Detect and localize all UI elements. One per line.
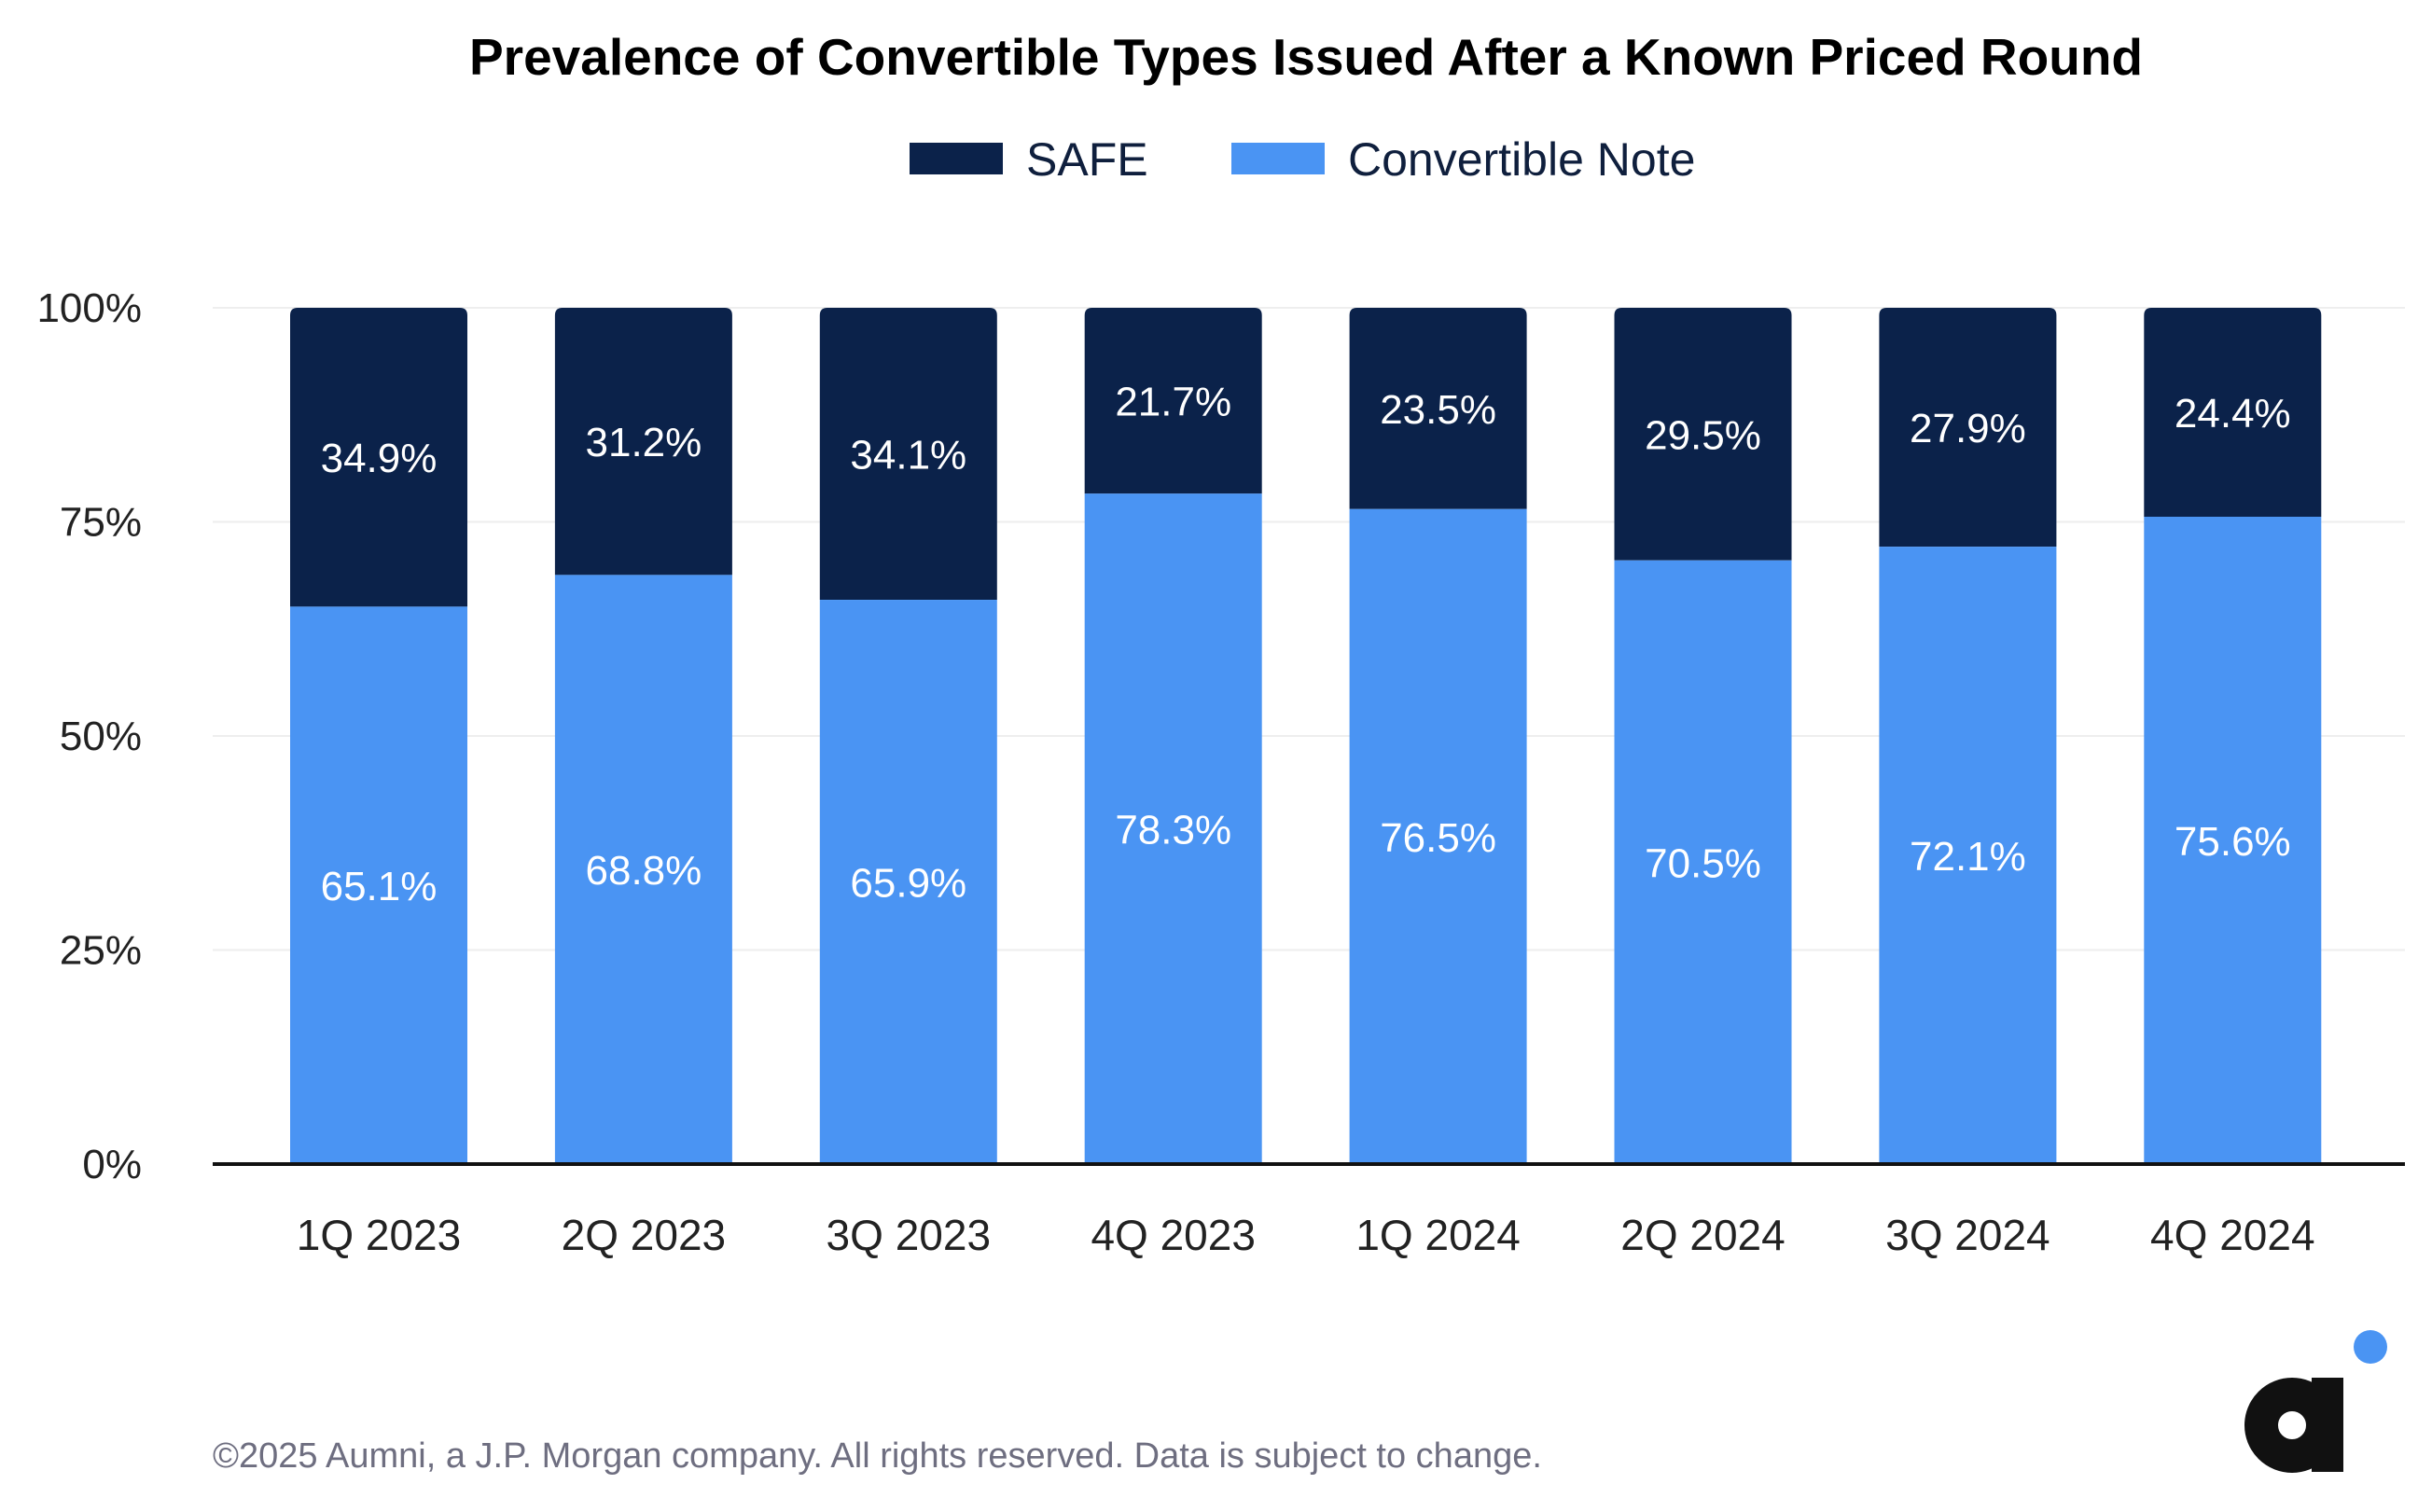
bar-label-convertible-note: 68.8% (586, 848, 702, 894)
y-tick-label: 75% (60, 500, 142, 546)
aumni-logo (2244, 1330, 2387, 1473)
bar-safe (554, 308, 732, 576)
y-tick-label: 25% (60, 928, 142, 974)
bar-label-convertible-note: 72.1% (1910, 834, 2026, 880)
bar-label-safe: 27.9% (1910, 406, 2026, 451)
bar-label-safe: 23.5% (1380, 387, 1496, 433)
bar-safe (1614, 308, 1792, 561)
legend-swatch-safe (910, 143, 1003, 174)
y-tick-label: 50% (60, 714, 142, 759)
bar-safe (1349, 308, 1527, 509)
bar-safe (1084, 308, 1262, 494)
bar-label-convertible-note: 78.3% (1115, 808, 1231, 853)
bar-label-safe: 34.1% (850, 433, 966, 479)
gridlines (213, 307, 2405, 951)
x-tick-label: 2Q 2024 (1620, 1211, 1785, 1259)
bars (290, 308, 2322, 1164)
bar-convertible-note (290, 606, 467, 1164)
bar-label-safe: 21.7% (1115, 380, 1231, 425)
bar-safe (290, 308, 467, 607)
bar-label-convertible-note: 76.5% (1380, 815, 1496, 861)
bar-value-labels: 34.9% 65.1% 31.2% 68.8% 34.1% 65.9% 21.7% 78.3%… (321, 380, 2291, 910)
legend-label-safe: SAFE (1026, 133, 1148, 186)
logo-letter-icon (2244, 1378, 2343, 1473)
x-tick-label: 4Q 2023 (1091, 1211, 1255, 1259)
x-tick-label: 1Q 2024 (1355, 1211, 1520, 1259)
x-tick-label: 2Q 2023 (562, 1211, 726, 1259)
bar-safe (1879, 308, 2057, 548)
legend: SAFE Convertible Note (910, 133, 1695, 186)
bar-safe (819, 308, 997, 601)
x-axis-ticks: 1Q 2023 2Q 2023 3Q 2023 4Q 2023 1Q 2024 2Q 20… (297, 1211, 2315, 1259)
logo-dot-icon (2354, 1330, 2387, 1364)
legend-label-convertible-note: Convertible Note (1348, 133, 1695, 186)
x-tick-label: 3Q 2023 (827, 1211, 991, 1259)
bar-convertible-note (1349, 508, 1527, 1164)
bar-safe (2144, 308, 2322, 517)
bar-label-convertible-note: 65.1% (321, 864, 438, 909)
y-tick-label: 0% (82, 1142, 142, 1187)
y-tick-label: 100% (36, 285, 142, 331)
bar-convertible-note (1084, 493, 1262, 1164)
bar-label-safe: 24.4% (2175, 391, 2291, 437)
bar-label-convertible-note: 70.5% (1645, 840, 1761, 886)
bar-convertible-note (819, 600, 997, 1164)
bar-label-safe: 34.9% (321, 436, 438, 481)
bar-convertible-note (1614, 560, 1792, 1164)
y-axis-ticks: 0% 25% 50% 75% 100% (36, 285, 142, 1187)
x-tick-label: 1Q 2023 (297, 1211, 461, 1259)
bar-convertible-note (2144, 516, 2322, 1164)
bar-convertible-note (1879, 547, 2057, 1164)
x-tick-label: 4Q 2024 (2150, 1211, 2314, 1259)
bar-label-safe: 31.2% (586, 420, 702, 465)
legend-swatch-convertible-note (1231, 143, 1325, 174)
bar-convertible-note (554, 575, 732, 1164)
bar-label-convertible-note: 75.6% (2175, 819, 2291, 865)
chart-title: Prevalence of Convertible Types Issued A… (469, 28, 2143, 86)
x-tick-label: 3Q 2024 (1885, 1211, 2050, 1259)
copyright-footer: ©2025 Aumni, a J.P. Morgan company. All … (213, 1436, 1542, 1476)
bar-label-safe: 29.5% (1645, 412, 1761, 458)
bar-label-convertible-note: 65.9% (850, 861, 966, 907)
